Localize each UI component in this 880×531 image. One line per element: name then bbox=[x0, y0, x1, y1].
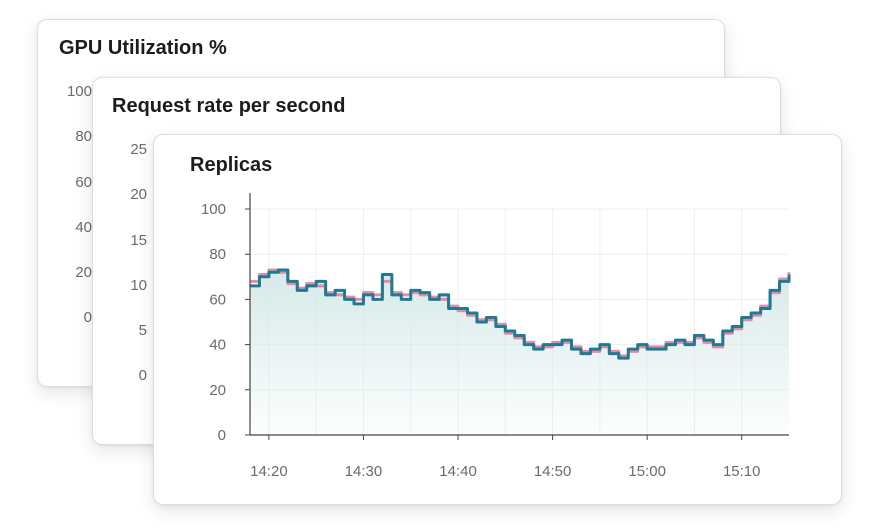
series-area bbox=[250, 270, 789, 435]
card-title-replicas: Replicas bbox=[190, 154, 273, 176]
y-tick-label: 80 bbox=[75, 128, 92, 145]
replicas-card: Replicas 0 20 40 60 80 100 14:20 14:30 14:40 14:5… bbox=[153, 134, 842, 505]
series-line-primary bbox=[250, 268, 791, 360]
y-tick-label: 60 bbox=[75, 174, 92, 191]
y-tick-label: 0 bbox=[83, 309, 92, 326]
y-tick-label: 0 bbox=[138, 367, 147, 384]
y-tick-label: 100 bbox=[201, 201, 226, 218]
y-tick-label: 80 bbox=[209, 246, 226, 263]
y-tick-label: 25 bbox=[130, 141, 147, 158]
y-tick-label: 40 bbox=[209, 337, 226, 354]
y-tick-label: 5 bbox=[138, 322, 147, 339]
x-tick-label: 14:20 bbox=[250, 463, 288, 480]
y-tick-label: 15 bbox=[130, 232, 147, 249]
x-tick-label: 14:40 bbox=[439, 463, 477, 480]
x-tick-label: 14:30 bbox=[345, 463, 383, 480]
y-tick-label: 20 bbox=[75, 264, 92, 281]
y-tick-label: 10 bbox=[130, 277, 147, 294]
x-tick-label: 15:00 bbox=[628, 463, 666, 480]
card-title-gpu: GPU Utilization % bbox=[59, 37, 227, 59]
x-tick-label: 14:50 bbox=[534, 463, 572, 480]
y-tick-label: 0 bbox=[218, 427, 226, 444]
y-tick-label: 60 bbox=[209, 291, 226, 308]
x-tick-label: 15:10 bbox=[723, 463, 761, 480]
y-tick-label: 20 bbox=[130, 186, 147, 203]
replicas-chart: 0 20 40 60 80 100 14:20 14:30 14:40 14:50 15:00 15:… bbox=[201, 193, 791, 480]
card-title-request-rate: Request rate per second bbox=[112, 95, 346, 117]
y-tick-label: 20 bbox=[209, 382, 226, 399]
y-tick-label: 40 bbox=[75, 219, 92, 236]
y-tick-label: 100 bbox=[66, 83, 92, 100]
